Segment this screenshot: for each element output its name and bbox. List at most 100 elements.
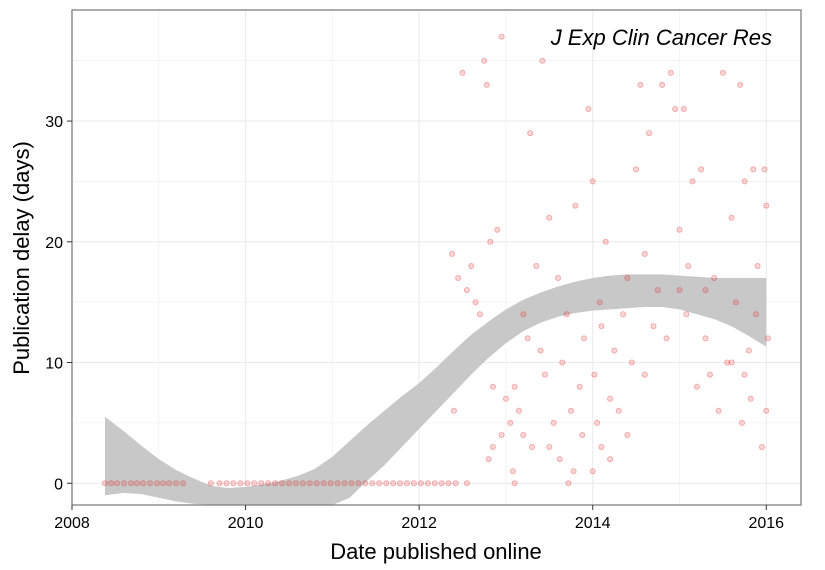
data-point	[102, 480, 109, 487]
data-point	[576, 383, 583, 390]
data-point	[763, 407, 770, 414]
data-point	[620, 311, 627, 318]
data-point	[278, 480, 285, 487]
data-point	[598, 323, 605, 330]
data-point	[438, 480, 445, 487]
data-point	[598, 443, 605, 450]
data-point	[680, 106, 687, 113]
data-point	[763, 202, 770, 209]
data-point	[127, 480, 134, 487]
data-points	[102, 33, 772, 487]
data-point	[362, 480, 369, 487]
data-point	[327, 480, 334, 487]
data-point	[581, 335, 588, 342]
x-tick-label: 2012	[401, 515, 437, 532]
data-point	[719, 69, 726, 76]
data-point	[476, 311, 483, 318]
data-point	[355, 480, 362, 487]
data-point	[244, 480, 251, 487]
x-axis-title: Date published online	[330, 539, 542, 564]
data-point	[758, 443, 765, 450]
data-point	[251, 480, 258, 487]
data-point	[745, 347, 752, 354]
x-tick-label: 2008	[54, 515, 90, 532]
data-point	[765, 335, 772, 342]
data-point	[472, 299, 479, 306]
data-point	[507, 419, 514, 426]
data-point	[683, 311, 690, 318]
data-point	[348, 480, 355, 487]
data-point	[265, 480, 272, 487]
data-point	[121, 480, 128, 487]
data-point	[489, 383, 496, 390]
data-point	[383, 480, 390, 487]
data-point	[207, 480, 214, 487]
data-point	[509, 468, 516, 475]
data-point	[154, 480, 161, 487]
x-tick-label: 2014	[575, 515, 611, 532]
data-point	[555, 274, 562, 281]
data-point	[445, 480, 452, 487]
data-point	[498, 431, 505, 438]
data-point	[306, 480, 313, 487]
data-point	[589, 468, 596, 475]
data-point	[502, 395, 509, 402]
data-point	[698, 166, 705, 173]
data-point	[463, 287, 470, 294]
data-point	[417, 480, 424, 487]
data-point	[390, 480, 397, 487]
data-point	[173, 480, 180, 487]
data-point	[741, 178, 748, 185]
data-point	[646, 130, 653, 137]
data-point	[568, 407, 575, 414]
data-point	[579, 431, 586, 438]
data-point	[706, 371, 713, 378]
data-point	[611, 347, 618, 354]
data-point	[663, 335, 670, 342]
data-point	[641, 371, 648, 378]
data-point	[724, 359, 731, 366]
data-point	[524, 335, 531, 342]
data-point	[711, 274, 718, 281]
data-point	[607, 456, 614, 463]
data-point	[739, 419, 746, 426]
x-tick-label: 2016	[748, 515, 784, 532]
data-point	[546, 443, 553, 450]
data-point	[285, 480, 292, 487]
data-point	[676, 287, 683, 294]
data-point	[672, 106, 679, 113]
data-point	[520, 311, 527, 318]
data-point	[489, 443, 496, 450]
data-point	[424, 480, 431, 487]
data-point	[481, 57, 488, 64]
data-point	[589, 178, 596, 185]
data-point	[607, 395, 614, 402]
panel-border	[71, 9, 802, 506]
data-point	[754, 262, 761, 269]
plot-panel	[72, 10, 801, 505]
data-point	[483, 81, 490, 88]
data-point	[511, 480, 518, 487]
data-point	[667, 69, 674, 76]
data-point	[272, 480, 279, 487]
data-point	[637, 81, 644, 88]
data-point	[747, 395, 754, 402]
data-point	[449, 250, 456, 257]
data-point	[615, 407, 622, 414]
data-point	[527, 130, 534, 137]
data-point	[650, 323, 657, 330]
data-point	[737, 81, 744, 88]
data-point	[463, 480, 470, 487]
data-point	[537, 347, 544, 354]
data-point	[341, 480, 348, 487]
data-point	[230, 480, 237, 487]
y-tick-label: 20	[45, 235, 63, 252]
data-point	[134, 480, 141, 487]
data-point	[237, 480, 244, 487]
y-tick-label: 30	[45, 114, 63, 131]
data-point	[702, 335, 709, 342]
data-point	[596, 299, 603, 306]
data-point	[511, 383, 518, 390]
data-point	[563, 311, 570, 318]
data-point	[689, 178, 696, 185]
